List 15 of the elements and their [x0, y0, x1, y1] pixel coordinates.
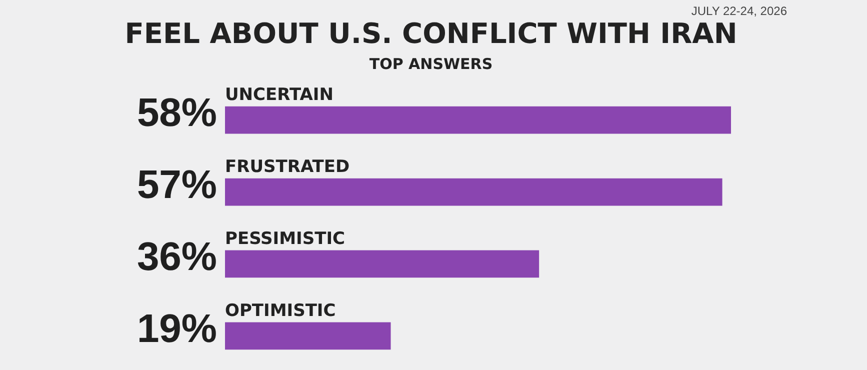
data-label: 36% [136, 234, 217, 279]
y-tick-label: UNCERTAIN [225, 85, 334, 106]
chart-subtitle: TOP ANSWERS [369, 55, 493, 74]
bar [225, 250, 540, 278]
data-label: 19% [136, 306, 217, 351]
data-label: 57% [136, 163, 217, 208]
y-tick-label: PESSIMISTIC [225, 228, 346, 249]
bar [225, 178, 722, 206]
y-tick-label: FRUSTRATED [225, 157, 350, 178]
data-label: 58% [136, 91, 217, 136]
text: JULY 22-24, 2026 [691, 4, 787, 18]
y-tick-label: OPTIMISTIC [225, 300, 336, 321]
bar [225, 106, 731, 134]
chart-title: FEEL ABOUT U.S. CONFLICT WITH IRAN [124, 17, 738, 50]
bar [225, 322, 391, 350]
